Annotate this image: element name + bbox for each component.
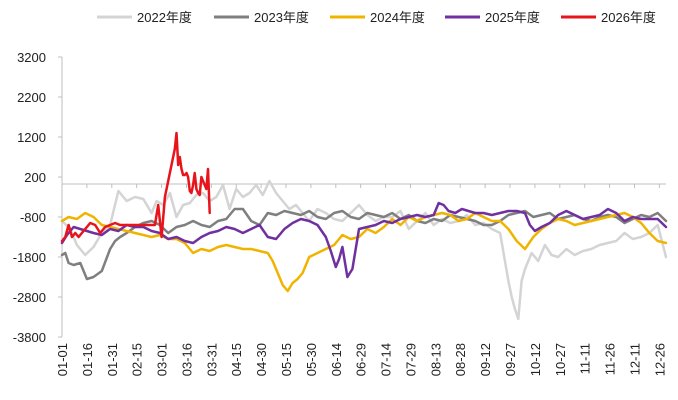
x-axis: 01-01 01-16 01-31 02-15 03-01 03-16 03-31 04-15… bbox=[55, 183, 667, 376]
x-tick-label: 10-12 bbox=[528, 343, 543, 376]
y-tick-label: 1200 bbox=[17, 130, 46, 145]
x-tick-label: 05-15 bbox=[279, 343, 294, 376]
x-tick-label: 07-29 bbox=[403, 343, 418, 376]
x-tick-label: 12-26 bbox=[652, 343, 667, 376]
x-tick-label: 08-28 bbox=[453, 343, 468, 376]
y-axis: 3200 2200 1200 200 -800 -1800 -2800 -3800 bbox=[13, 50, 63, 345]
legend-label-2026: 2026年度 bbox=[601, 10, 656, 25]
legend: 2022年度 2023年度 2024年度 2025年度 2026年度 bbox=[97, 10, 656, 25]
y-tick-label: -2800 bbox=[13, 290, 46, 305]
x-tick-label: 07-14 bbox=[379, 343, 394, 376]
legend-label-2024: 2024年度 bbox=[370, 10, 425, 25]
x-tick-label: 12-11 bbox=[627, 343, 642, 375]
x-tick-label: 06-29 bbox=[354, 343, 369, 376]
x-tick-label: 04-30 bbox=[254, 343, 269, 376]
series-lines bbox=[60, 131, 668, 321]
x-tick-label: 01-31 bbox=[105, 343, 120, 376]
x-tick-label: 03-01 bbox=[155, 343, 170, 376]
x-tick-label: 09-27 bbox=[503, 343, 518, 376]
series-line-2022 bbox=[60, 179, 668, 321]
x-tick-label: 01-16 bbox=[80, 343, 95, 376]
y-tick-label: 3200 bbox=[17, 50, 46, 65]
series-line-2026 bbox=[60, 131, 211, 243]
y-tick-label: -3800 bbox=[13, 330, 46, 345]
series-line-2023 bbox=[60, 207, 668, 281]
legend-label-2025: 2025年度 bbox=[485, 10, 540, 25]
x-tick-label: 04-15 bbox=[229, 343, 244, 376]
x-tick-label: 09-12 bbox=[478, 343, 493, 376]
x-tick-label: 11-11 bbox=[578, 343, 593, 374]
legend-label-2022: 2022年度 bbox=[137, 10, 192, 25]
legend-label-2023: 2023年度 bbox=[254, 10, 309, 25]
y-tick-label: 200 bbox=[24, 170, 46, 185]
x-tick-label: 03-31 bbox=[204, 343, 219, 376]
x-tick-label: 11-26 bbox=[603, 343, 618, 375]
y-tick-label: 2200 bbox=[17, 90, 46, 105]
x-tick-label: 08-13 bbox=[428, 343, 443, 376]
y-tick-label: -800 bbox=[20, 210, 46, 225]
x-tick-label: 03-16 bbox=[179, 343, 194, 376]
x-tick-label: 05-30 bbox=[304, 343, 319, 376]
y-tick-label: -1800 bbox=[13, 250, 46, 265]
x-tick-label: 06-14 bbox=[329, 343, 344, 376]
x-tick-label: 02-15 bbox=[130, 343, 145, 376]
x-tick-label: 01-01 bbox=[55, 343, 70, 376]
x-tick-label: 10-27 bbox=[553, 343, 568, 376]
